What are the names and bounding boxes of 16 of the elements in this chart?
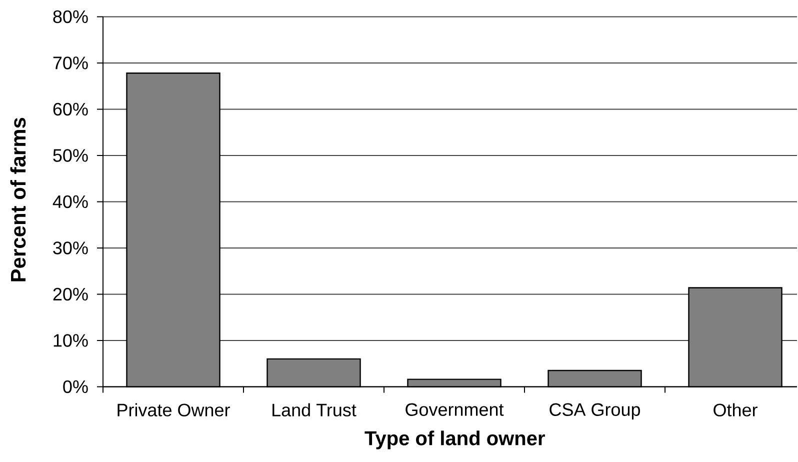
y-tick-label: 20% [53,288,88,301]
x-tick-label: Government [406,403,504,416]
y-tick-label: 10% [54,334,88,347]
y-tick-label: 50% [53,149,88,162]
y-axis-title: Percent of farms [10,118,26,282]
x-tick-label: Other [714,403,758,416]
x-tick-label: Land Trust [272,403,356,416]
y-tick-label: 30% [53,242,88,254]
x-axis-title: Type of land owner [364,430,545,450]
x-tick-label: CSA Group [550,403,640,420]
y-tick-label: 40% [52,195,88,208]
y-tick-label: 70% [53,56,88,70]
y-tick-label: 0% [63,380,88,394]
y-tick-label: 80% [53,10,88,24]
y-tick-label: 60% [53,102,88,116]
x-tick-label: Private Owner [118,403,230,416]
